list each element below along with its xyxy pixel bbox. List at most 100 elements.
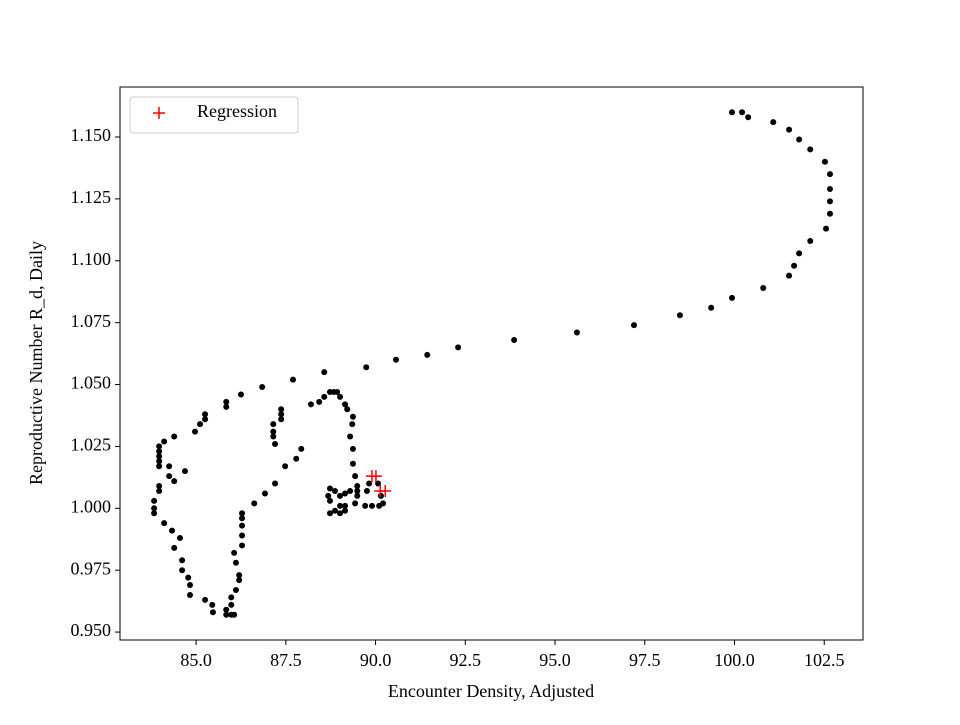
point — [366, 480, 373, 487]
point — [708, 304, 715, 311]
point — [342, 507, 349, 514]
point — [676, 312, 683, 319]
x-tick-label: 95.0 — [539, 650, 571, 670]
point — [239, 532, 246, 539]
point — [745, 114, 752, 121]
x-tick-label: 92.5 — [450, 650, 482, 670]
point — [171, 433, 178, 440]
point — [186, 591, 193, 598]
point — [278, 416, 285, 423]
x-axis-label: Encounter Density, Adjusted — [388, 681, 594, 701]
point — [354, 487, 361, 494]
point — [161, 520, 168, 527]
point — [272, 440, 279, 447]
point — [630, 322, 637, 329]
point — [197, 421, 204, 428]
point — [770, 119, 777, 126]
point — [282, 463, 289, 470]
point — [342, 490, 349, 497]
point — [786, 272, 793, 279]
point — [363, 364, 370, 371]
point — [236, 572, 243, 579]
y-tick-label: 1.075 — [71, 311, 112, 331]
point — [166, 463, 173, 470]
point — [156, 453, 163, 460]
point — [239, 542, 246, 549]
point — [342, 401, 349, 408]
point — [223, 398, 230, 405]
point — [349, 421, 356, 428]
point — [239, 510, 246, 517]
point — [169, 527, 176, 534]
point — [179, 557, 186, 564]
plot-frame — [119, 86, 864, 641]
point — [161, 438, 168, 445]
point — [228, 594, 235, 601]
x-tick-label: 97.5 — [629, 650, 661, 670]
point — [347, 433, 354, 440]
point — [380, 500, 387, 507]
point — [156, 448, 163, 455]
point — [151, 497, 158, 504]
y-tick-label: 1.050 — [71, 373, 112, 393]
point — [278, 406, 285, 413]
point — [325, 492, 332, 499]
point — [171, 544, 178, 551]
point — [278, 411, 285, 418]
point — [239, 522, 246, 529]
point — [332, 507, 339, 514]
y-tick-label: 0.975 — [71, 558, 112, 578]
point — [270, 421, 277, 428]
point — [316, 398, 323, 405]
point — [363, 487, 370, 494]
point — [337, 502, 344, 509]
point — [228, 601, 235, 608]
point — [166, 473, 173, 480]
point — [237, 391, 244, 398]
point — [821, 158, 828, 165]
point — [349, 460, 356, 467]
point — [202, 416, 209, 423]
x-tick-label: 100.0 — [714, 650, 755, 670]
point — [786, 126, 793, 133]
point — [251, 500, 258, 507]
point — [156, 458, 163, 465]
point — [349, 413, 356, 420]
point — [424, 351, 431, 358]
point — [236, 577, 243, 584]
point — [232, 586, 239, 593]
point — [573, 329, 580, 336]
point — [156, 487, 163, 494]
point — [807, 237, 814, 244]
point — [156, 443, 163, 450]
point — [151, 510, 158, 517]
point — [232, 559, 239, 566]
point — [352, 473, 359, 480]
point — [354, 483, 361, 490]
point — [262, 490, 269, 497]
point — [511, 336, 518, 343]
point — [223, 606, 230, 613]
legend-box — [129, 96, 299, 134]
point — [156, 483, 163, 490]
point — [796, 250, 803, 257]
point — [337, 393, 344, 400]
y-tick-label: 1.025 — [71, 435, 112, 455]
point — [332, 487, 339, 494]
point — [826, 198, 833, 205]
point — [298, 445, 305, 452]
point — [368, 502, 375, 509]
point — [176, 535, 183, 542]
y-tick-label: 1.150 — [71, 125, 112, 145]
point — [826, 185, 833, 192]
point — [326, 497, 333, 504]
point — [272, 480, 279, 487]
point — [337, 510, 344, 517]
legend-label: Regression — [197, 101, 277, 121]
point — [379, 484, 392, 497]
point — [347, 487, 354, 494]
point — [826, 210, 833, 217]
point — [326, 510, 333, 517]
point — [239, 515, 246, 522]
